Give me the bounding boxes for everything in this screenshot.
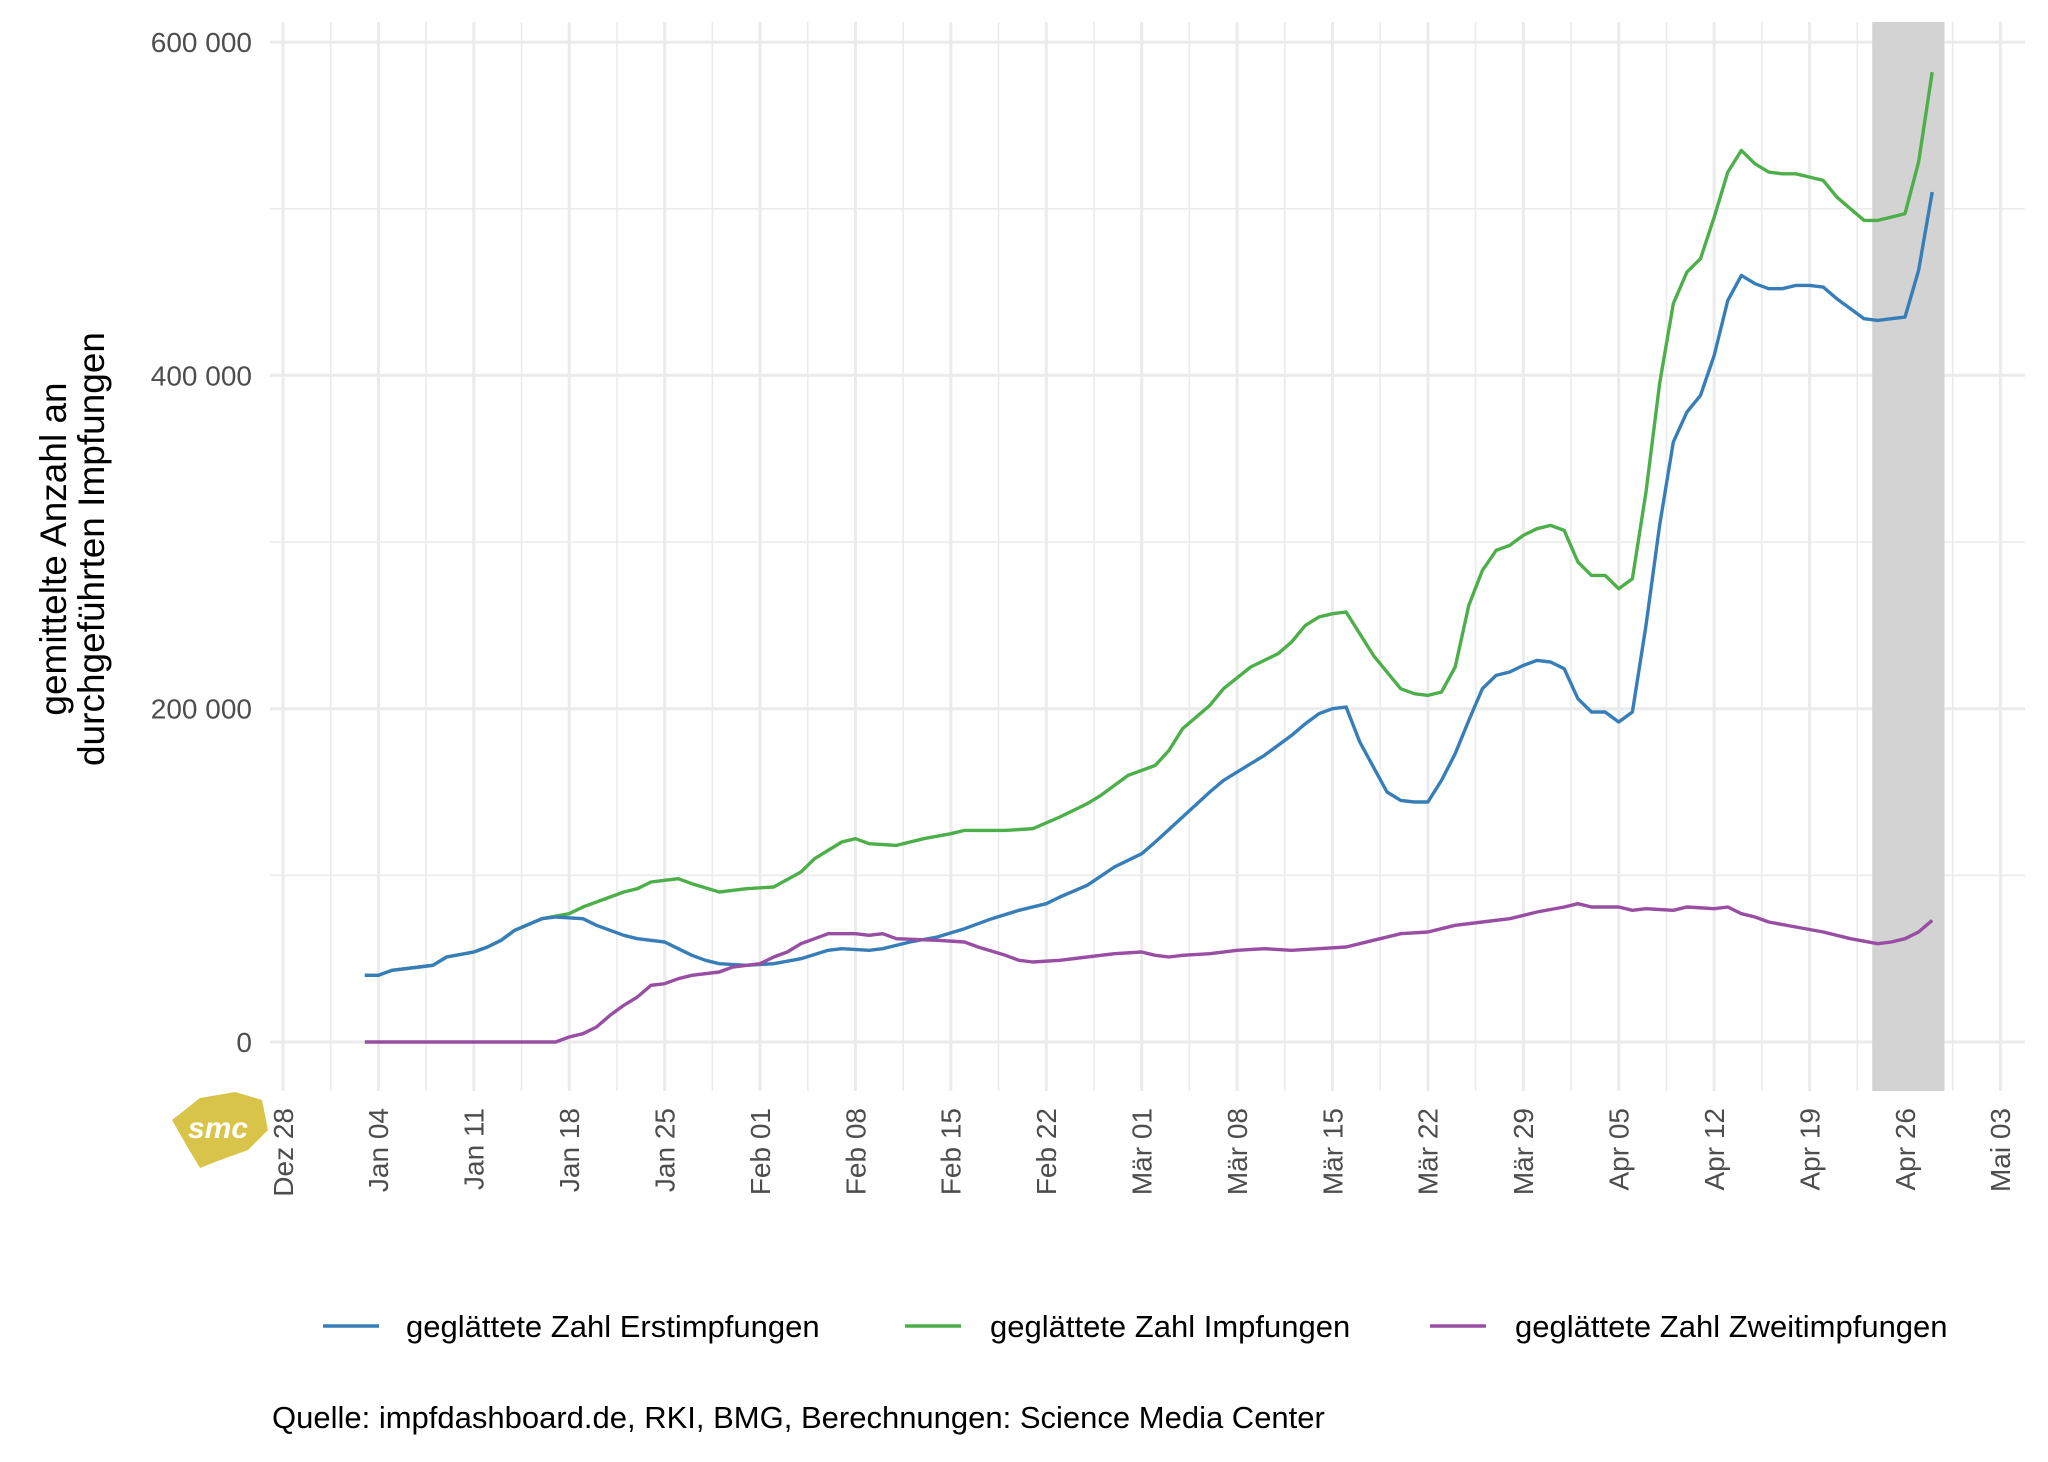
x-axis-ticks: Dez 28 Jan 04 Jan 11 Jan 18 Jan 25 Feb 01 Feb … xyxy=(268,1108,2016,1197)
source-caption: Quelle: impfdashboard.de, RKI, BMG, Bere… xyxy=(272,1400,1325,1435)
x-tick-label: Jan 25 xyxy=(649,1108,680,1192)
x-tick-label: Feb 01 xyxy=(745,1108,776,1195)
x-tick-label: Jan 18 xyxy=(554,1108,585,1192)
series-line-1 xyxy=(364,71,1934,977)
x-tick-label: Mär 22 xyxy=(1413,1108,1444,1195)
y-axis-title: gemittelte Anzahl an durchgeführten Impf… xyxy=(33,332,112,766)
x-tick-label: Apr 12 xyxy=(1699,1108,1730,1191)
y-axis-title-line-1: gemittelte Anzahl an xyxy=(33,382,74,715)
x-tick-label: Jan 11 xyxy=(459,1108,490,1190)
legend-label-0: geglättete Zahl Erstimpfungen xyxy=(406,1309,820,1344)
x-tick-label: Mär 29 xyxy=(1508,1108,1539,1195)
y-tick-label: 600 000 xyxy=(151,27,252,58)
y-tick-label: 200 000 xyxy=(151,694,252,725)
series-lines xyxy=(364,71,1934,1044)
grid xyxy=(270,22,2025,1091)
legend-label-2: geglättete Zahl Zweitimpfungen xyxy=(1515,1309,1948,1344)
y-tick-label: 400 000 xyxy=(151,360,252,391)
legend: geglättete Zahl Erstimpfungen geglättete … xyxy=(323,1309,1948,1344)
legend-label-1: geglättete Zahl Impfungen xyxy=(990,1309,1350,1344)
y-axis-ticks: 0 200 000 400 000 600 000 xyxy=(151,27,252,1058)
x-tick-label: Mai 03 xyxy=(1985,1108,2016,1192)
x-tick-label: Dez 28 xyxy=(268,1108,299,1197)
x-tick-label: Feb 08 xyxy=(840,1108,871,1195)
x-tick-label: Apr 19 xyxy=(1794,1108,1825,1191)
x-tick-label: Apr 05 xyxy=(1604,1108,1635,1191)
x-tick-label: Mär 15 xyxy=(1317,1108,1348,1195)
series-line-2 xyxy=(364,902,1934,1044)
x-tick-label: Mär 01 xyxy=(1127,1108,1158,1195)
shaded-incomplete-data-range xyxy=(1872,22,1945,1091)
x-tick-label: Feb 22 xyxy=(1031,1108,1062,1195)
smc-logo-shape xyxy=(172,1092,268,1168)
x-tick-label: Feb 15 xyxy=(936,1108,967,1195)
smc-logo: smc xyxy=(172,1092,268,1168)
y-axis-title-line-2: durchgeführten Impfungen xyxy=(71,332,112,766)
x-tick-label: Apr 26 xyxy=(1890,1108,1921,1191)
x-tick-label: Mär 08 xyxy=(1222,1108,1253,1195)
series-line-0 xyxy=(364,191,1934,977)
y-tick-label: 0 xyxy=(236,1027,252,1058)
smc-logo-text: smc xyxy=(188,1112,248,1145)
x-tick-label: Jan 04 xyxy=(363,1108,394,1192)
